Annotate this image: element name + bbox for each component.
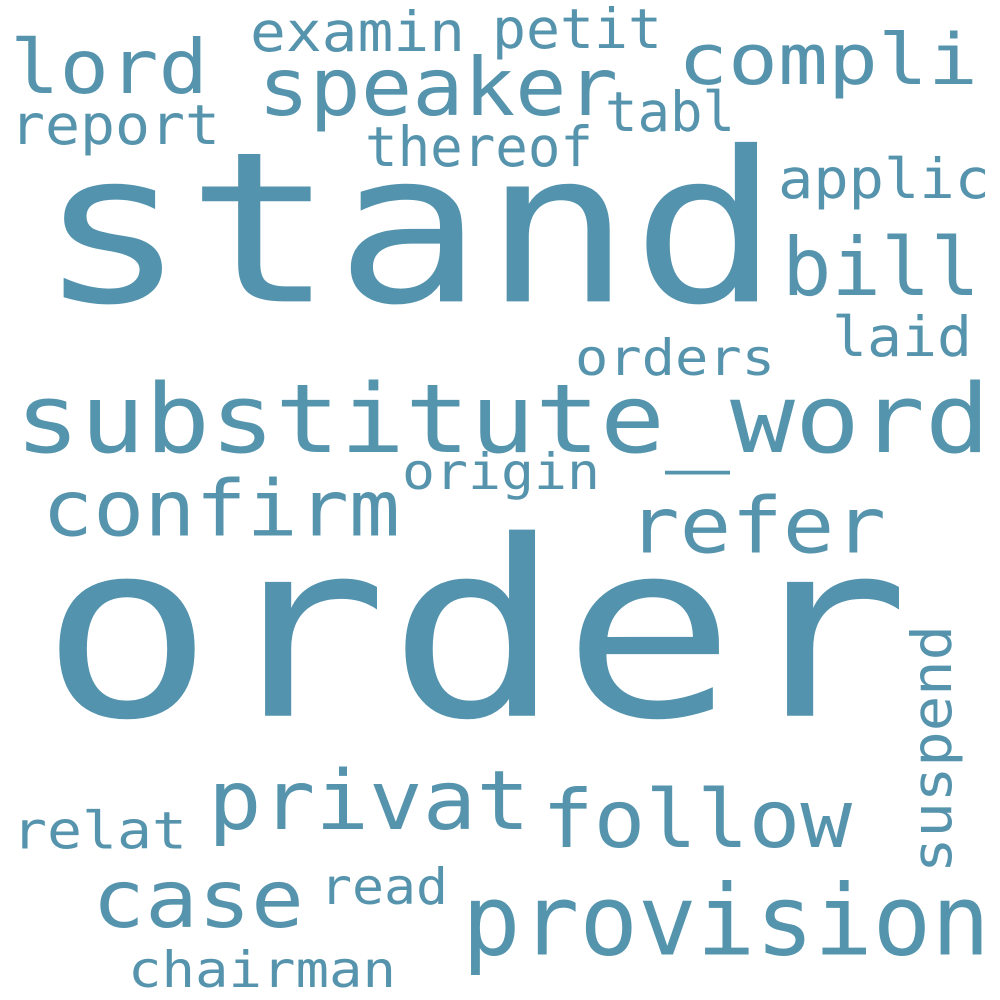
word-stand: stand: [38, 106, 780, 352]
word-report: report: [10, 93, 220, 158]
word-orders: orders: [575, 328, 775, 387]
word-speaker: speaker: [258, 40, 618, 135]
word-relat: relat: [12, 800, 187, 862]
word-substitute-word: substitute_word: [15, 363, 991, 475]
word-follow: follow: [542, 772, 852, 867]
word-refer: refer: [628, 479, 886, 572]
word-thereof: thereof: [365, 115, 593, 180]
word-applic: applic: [778, 147, 990, 212]
word-read: read: [320, 857, 448, 916]
word-petit: petit: [492, 0, 662, 62]
word-bill: bill: [782, 220, 980, 315]
word-confirm: confirm: [42, 462, 400, 555]
word-lord: lord: [10, 23, 208, 111]
word-case: case: [92, 852, 304, 947]
word-privat: privat: [208, 752, 530, 849]
word-order: order: [40, 487, 910, 775]
word-laid: laid: [832, 305, 972, 370]
word-suspend: suspend: [900, 625, 965, 873]
word-origin: origin: [402, 442, 600, 501]
word-chairman: chairman: [128, 940, 396, 999]
word-provision: provision: [462, 863, 990, 978]
word-tabl: tabl: [605, 80, 735, 145]
word-compli: compli: [678, 18, 978, 101]
word-examin: examin: [250, 0, 465, 65]
